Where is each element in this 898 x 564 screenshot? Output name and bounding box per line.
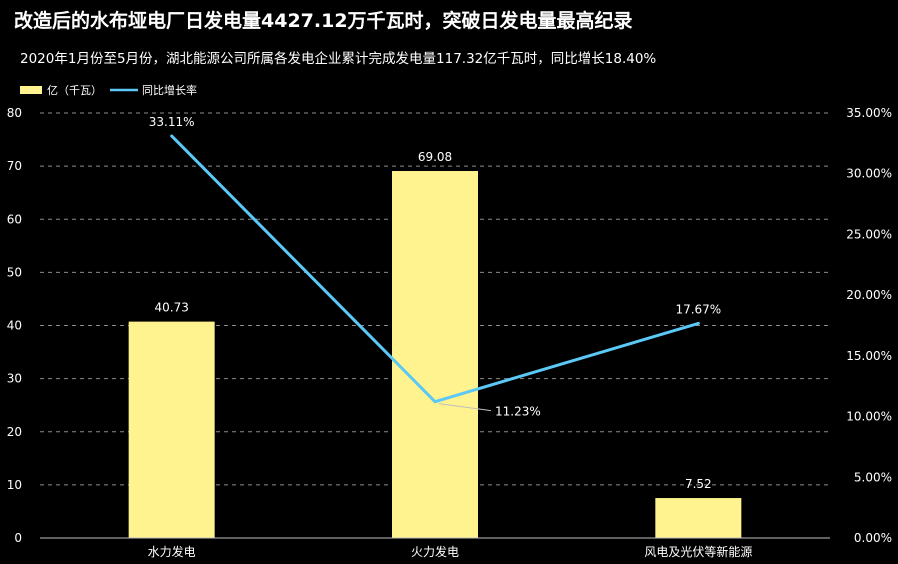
y-tick-label: 30 xyxy=(7,372,22,386)
y2-tick-label: 0.00% xyxy=(854,531,892,545)
line-point xyxy=(696,321,700,325)
bar-data-label: 69.08 xyxy=(418,150,452,164)
y2-tick-label: 10.00% xyxy=(846,410,892,424)
bar-series xyxy=(128,171,742,538)
y2-tick-label: 30.00% xyxy=(846,167,892,181)
y-tick-label: 70 xyxy=(7,159,22,173)
legend-swatch-bar xyxy=(20,86,42,94)
bar xyxy=(655,498,742,538)
y2-tick-label: 20.00% xyxy=(846,288,892,302)
y-tick-label: 20 xyxy=(7,425,22,439)
bar-data-label: 7.52 xyxy=(685,477,712,491)
y-tick-label: 10 xyxy=(7,478,22,492)
bar-data-label: 40.73 xyxy=(154,301,188,315)
line-point xyxy=(433,400,437,404)
label-leader-line xyxy=(438,403,492,412)
y-tick-label: 60 xyxy=(7,212,22,226)
legend-label-line: 同比增长率 xyxy=(142,83,197,97)
legend-label-bar: 亿（千瓦） xyxy=(47,84,102,97)
chart-subtitle: 2020年1月份至5月份，湖北能源公司所属各发电企业累计完成发电量117.32亿… xyxy=(20,51,657,67)
legend: 亿（千瓦） 同比增长率 xyxy=(20,83,197,97)
line-point xyxy=(170,134,174,138)
y2-tick-label: 25.00% xyxy=(846,227,892,241)
y-tick-label: 0 xyxy=(14,531,22,545)
data-labels: 40.73 69.08 7.52 33.11% 11.23% 17.67% xyxy=(149,115,721,491)
x-tick-label: 风电及光伏等新能源 xyxy=(644,544,752,559)
x-tick-label: 火力发电 xyxy=(411,544,459,559)
y-tick-label: 80 xyxy=(7,106,22,120)
line-data-label: 33.11% xyxy=(149,115,195,129)
bar xyxy=(392,171,478,538)
y2-tick-label: 5.00% xyxy=(854,470,892,484)
y-tick-label: 40 xyxy=(7,319,22,333)
line-data-label: 17.67% xyxy=(675,302,721,316)
chart-title: 改造后的水布垭电厂日发电量4427.12万千瓦时，突破日发电量最高纪录 xyxy=(14,10,633,32)
y2-tick-label: 15.00% xyxy=(846,349,892,363)
axes: 0 10 20 30 40 50 60 70 80 0.00% 5.00% 10.00% 15.00% 2… xyxy=(7,106,892,559)
bar xyxy=(128,321,215,538)
y-tick-label: 50 xyxy=(7,265,22,279)
line-series xyxy=(170,134,700,404)
line-data-label: 11.23% xyxy=(495,405,541,419)
y2-tick-label: 35.00% xyxy=(846,106,892,120)
x-tick-label: 水力发电 xyxy=(148,544,196,559)
